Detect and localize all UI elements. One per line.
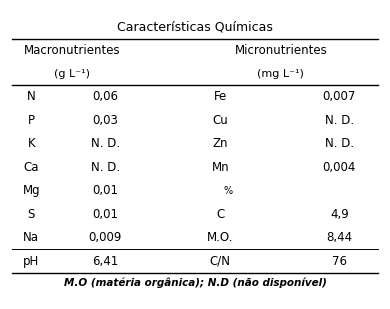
Text: 0,01: 0,01 [92,184,118,197]
Text: K: K [27,137,35,150]
Text: 76: 76 [332,255,347,268]
Text: 0,01: 0,01 [92,208,118,221]
Text: Macronutrientes: Macronutrientes [24,44,121,57]
Text: Fe: Fe [214,90,227,103]
Text: Ca: Ca [23,161,39,174]
Text: M.O.: M.O. [207,231,234,244]
Text: N: N [27,90,35,103]
Text: C: C [216,208,225,221]
Text: N. D.: N. D. [91,137,120,150]
Text: C/N: C/N [210,255,231,268]
Text: %: % [223,186,233,196]
Text: (g L⁻¹): (g L⁻¹) [54,69,90,79]
Text: 6,41: 6,41 [92,255,119,268]
Text: Mg: Mg [22,184,40,197]
Text: 8,44: 8,44 [326,231,352,244]
Text: Características Químicas: Características Químicas [117,20,273,33]
Text: S: S [28,208,35,221]
Text: N. D.: N. D. [325,137,354,150]
Text: Cu: Cu [213,114,228,127]
Text: Mn: Mn [211,161,229,174]
Text: 0,03: 0,03 [92,114,118,127]
Text: Zn: Zn [213,137,228,150]
Text: pH: pH [23,255,39,268]
Text: P: P [28,114,35,127]
Text: M.O (matéria orgânica); N.D (não disponível): M.O (matéria orgânica); N.D (não disponí… [64,278,326,288]
Text: (mg L⁻¹): (mg L⁻¹) [257,69,304,79]
Text: Micronutrientes: Micronutrientes [234,44,327,57]
Text: N. D.: N. D. [91,161,120,174]
Text: 0,004: 0,004 [323,161,356,174]
Text: N. D.: N. D. [325,114,354,127]
Text: 0,009: 0,009 [89,231,122,244]
Text: 0,06: 0,06 [92,90,118,103]
Text: Na: Na [23,231,39,244]
Text: 0,007: 0,007 [323,90,356,103]
Text: 4,9: 4,9 [330,208,349,221]
